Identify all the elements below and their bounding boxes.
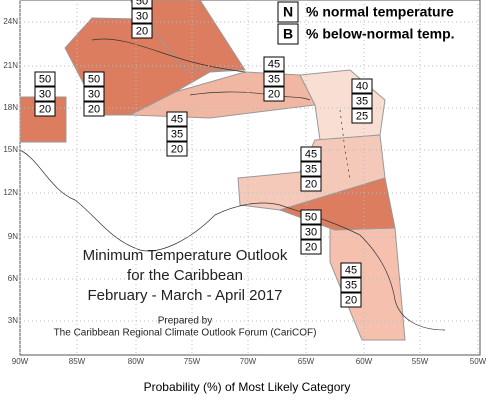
lat-label: 9N [8,232,18,241]
coast [339,109,351,181]
organization: The Caribbean Regional Climate Outlook F… [54,328,317,339]
probability-box [83,86,105,102]
probability-value: 30 [136,10,148,22]
lat-label: 18N [3,103,18,112]
lat-label: 3N [8,316,18,325]
coast [19,149,361,252]
probability-value: 35 [305,163,317,175]
legend-key: B [283,26,293,42]
probability-box [300,161,322,177]
title-line: February - March - April 2017 [87,287,282,304]
title-line: Minimum Temperature Outlook [83,247,288,264]
lon-label: 65W [298,357,315,366]
probability-value: 50 [88,73,100,85]
probability-box [340,292,362,308]
probability-value: 20 [345,294,357,306]
probability-value: 45 [345,264,357,276]
probability-value: 20 [171,143,183,155]
probability-box [300,224,322,240]
legend-key-box [277,23,299,45]
probability-box [340,277,362,293]
lon-label: 90W [12,357,29,366]
lat-label: 12N [3,188,18,197]
probability-box [83,101,105,117]
lon-label: 55W [412,357,429,366]
probability-box [263,71,285,87]
probability-box [34,101,56,117]
probability-box [166,141,188,157]
title-line: for the Caribbean [127,267,243,284]
coast [359,234,446,331]
probability-box [131,23,153,39]
probability-box [300,239,322,255]
probability-value: 45 [268,58,280,70]
legend-label: % normal temperature [306,4,454,20]
probability-box [34,71,56,87]
probability-value: 50 [136,0,148,7]
legend-key-box [277,1,299,23]
probability-box [300,176,322,192]
caption: Probability (%) of Most Likely Category [144,380,351,394]
lon-label: 85W [69,357,86,366]
probability-value: 20 [39,103,51,115]
lat-label: 21N [3,61,18,70]
probability-box [340,262,362,278]
lon-label: 75W [184,357,201,366]
probability-value: 35 [356,95,368,107]
probability-box [300,209,322,225]
probability-value: 30 [39,88,51,100]
probability-value: 20 [88,103,100,115]
probability-value: 20 [136,25,148,37]
lon-label: 60W [356,357,373,366]
probability-value: 45 [171,113,183,125]
probability-value: 20 [268,88,280,100]
lon-label: 80W [128,357,145,366]
probability-value: 30 [305,226,317,238]
probability-box [351,108,373,124]
lat-label: 6N [8,274,18,283]
probability-box [83,71,105,87]
prepared-by: Prepared by [158,316,212,327]
probability-value: 35 [345,279,357,291]
lon-label: 50W [470,357,487,366]
probability-box [131,0,153,9]
zone [19,96,67,143]
probability-box [34,86,56,102]
probability-box [263,86,285,102]
legend-label: % below-normal temp. [306,26,455,42]
probability-box [351,78,373,94]
probability-value: 50 [39,73,51,85]
probability-value: 40 [356,80,368,92]
probability-box [263,56,285,72]
coast [91,38,246,73]
probability-box [166,111,188,127]
probability-box [351,93,373,109]
probability-value: 20 [305,241,317,253]
probability-value: 20 [305,178,317,190]
lat-label: 24N [3,17,18,26]
zone [129,0,246,71]
probability-value: 45 [305,148,317,160]
probability-value: 25 [356,110,368,122]
probability-value: 30 [88,88,100,100]
probability-value: 35 [171,128,183,140]
probability-box [300,146,322,162]
probability-box [131,8,153,24]
legend-key: N [283,4,293,20]
coastlines [19,38,446,331]
probability-value: 35 [268,73,280,85]
probability-value: 50 [305,211,317,223]
probability-box [166,126,188,142]
lat-label: 15N [3,145,18,154]
lon-label: 70W [240,357,257,366]
